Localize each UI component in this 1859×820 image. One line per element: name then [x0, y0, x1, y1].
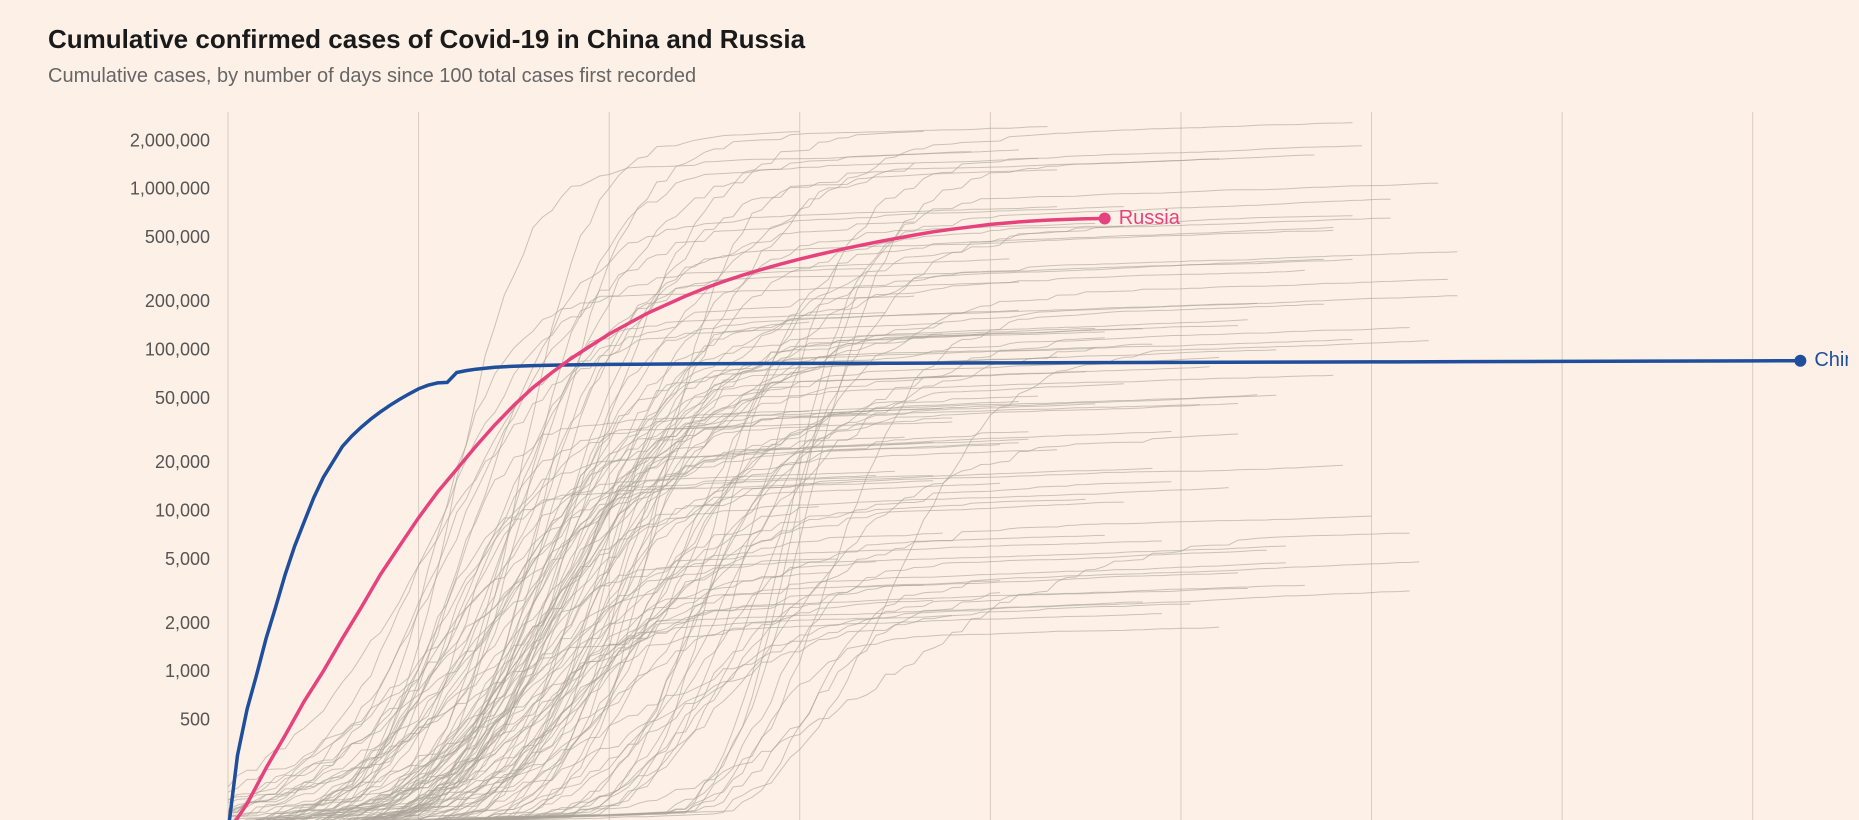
y-tick-label: 1,000 — [165, 661, 210, 681]
chart-title: Cumulative confirmed cases of Covid-19 i… — [48, 24, 1811, 55]
background-series-line — [228, 328, 1410, 820]
background-series-line — [228, 533, 1410, 820]
background-series-line — [228, 230, 1333, 820]
y-tick-label: 10,000 — [155, 500, 210, 520]
background-series-line — [228, 602, 1143, 820]
y-tick-label: 2,000 — [165, 613, 210, 633]
y-tick-label: 500 — [180, 710, 210, 730]
background-series-line — [228, 159, 1038, 820]
background-series-line — [228, 563, 1286, 820]
chart-container: Cumulative confirmed cases of Covid-19 i… — [0, 0, 1859, 820]
chart-subtitle: Cumulative cases, by number of days sinc… — [48, 65, 1811, 88]
background-series-line — [228, 310, 1019, 820]
background-series-line — [228, 375, 1333, 820]
series-label-china: China — [1814, 349, 1848, 371]
series-endpoint-china — [1794, 355, 1806, 367]
y-tick-label: 5,000 — [165, 549, 210, 569]
chart-svg: 500 1,000 2,000 5,000 10,000 20,000 50,000 100,… — [48, 112, 1848, 820]
background-series-line — [228, 357, 1057, 820]
background-series-line — [228, 170, 1057, 820]
background-series-line — [228, 541, 1162, 820]
y-tick-label: 500,000 — [145, 227, 210, 247]
background-series-line — [228, 132, 800, 820]
chart-plot-area: 500 1,000 2,000 5,000 10,000 20,000 50,000 100,… — [48, 112, 1811, 820]
y-tick-label: 50,000 — [155, 388, 210, 408]
series-label-russia: Russia — [1119, 207, 1181, 229]
y-tick-label: 20,000 — [155, 452, 210, 472]
y-tick-label: 100,000 — [145, 340, 210, 360]
y-tick-label: 1,000,000 — [130, 179, 210, 199]
background-series-line — [228, 296, 1457, 820]
y-tick-label: 2,000,000 — [130, 130, 210, 150]
background-series-line — [228, 132, 924, 820]
background-series-line — [228, 146, 1362, 820]
series-endpoint-russia — [1099, 212, 1111, 224]
background-series-line — [228, 199, 1391, 820]
y-tick-label: 200,000 — [145, 291, 210, 311]
